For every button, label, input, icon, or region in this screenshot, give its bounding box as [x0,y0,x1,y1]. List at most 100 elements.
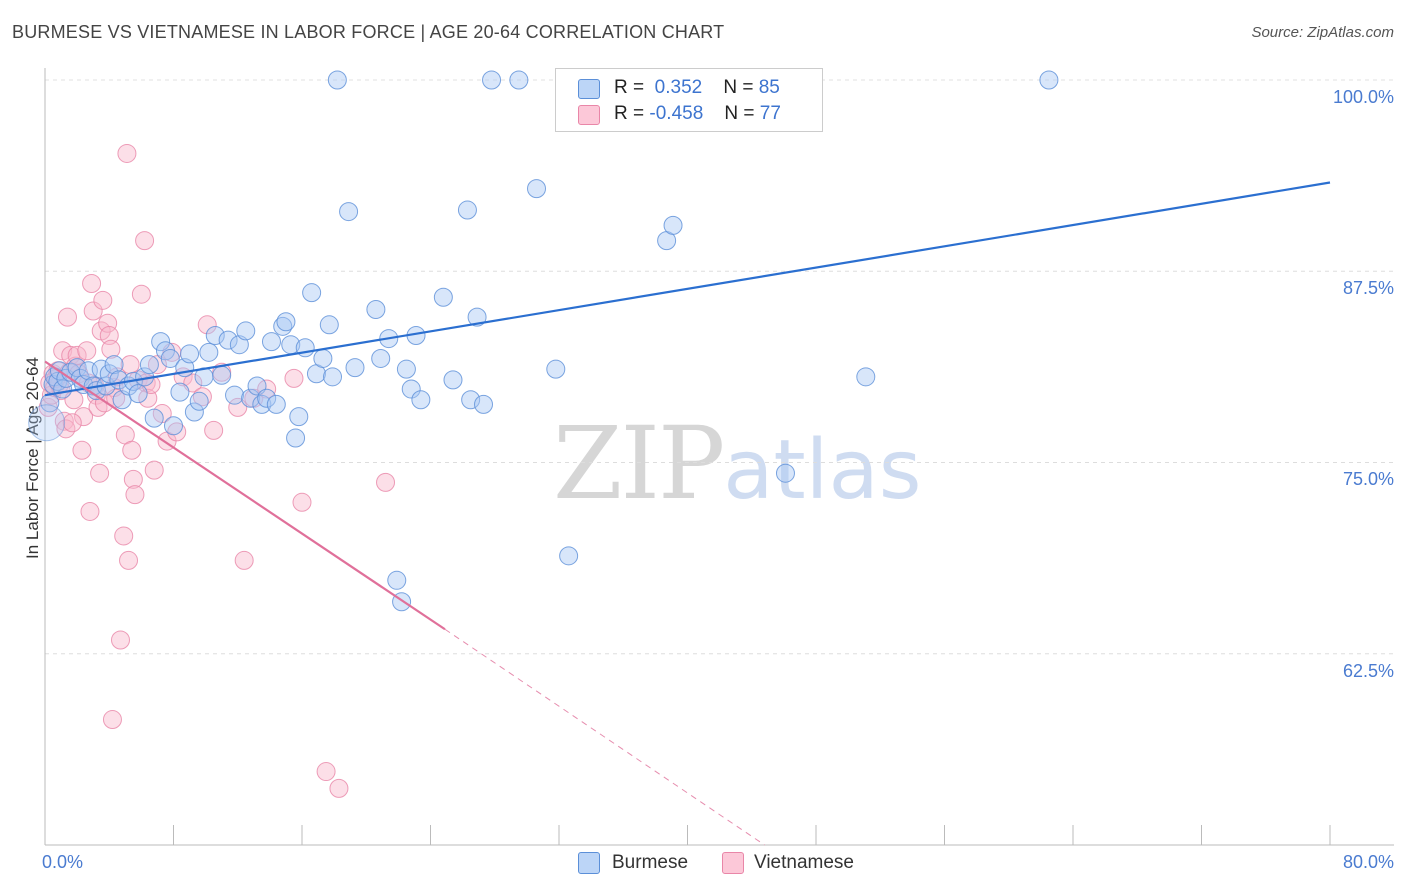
burmese-point [327,70,347,90]
burmese-point [1039,70,1059,90]
burmese-point [775,463,795,483]
vietnamese-point [228,397,248,417]
burmese-point [339,202,359,222]
burmese-point [212,365,232,385]
y-tick-label: 87.5% [1342,278,1394,298]
burmese-point [433,287,453,307]
burmese-point [225,385,245,405]
vietnamese-point [284,368,304,388]
burmese-point [28,404,66,442]
burmese-point [323,367,343,387]
burmese-point [509,70,529,90]
vietnamese-point [101,339,121,359]
burmese-point [461,390,481,410]
x-tick-label-max: 80.0% [1342,852,1394,872]
vietnamese-swatch [578,105,600,125]
chart-title: BURMESE VS VIETNAMESE IN LABOR FORCE | A… [12,22,725,42]
n-label: N = [723,77,754,98]
burmese-point [401,379,421,399]
burmese-point [180,344,200,364]
vietnamese-point [144,460,164,480]
legend-text: R = 0.352 N = 85 [614,77,780,99]
burmese-point [241,388,261,408]
burmese-point [457,200,477,220]
burmese-point [144,408,164,428]
burmese-swatch [578,852,600,874]
vietnamese-point [117,143,137,163]
vietnamese-point [62,413,82,433]
burmese-point [411,390,431,410]
watermark-atlas: atlas [723,423,922,518]
burmese-point [104,355,124,375]
burmese-point [160,348,180,368]
vietnamese-point [82,273,102,293]
burmese-point [257,388,277,408]
burmese-point [205,326,225,346]
vietnamese-point [119,550,139,570]
stats-legend: R = 0.352 N = 85 R = -0.458 N = 77 [555,68,823,132]
burmese-point [371,348,391,368]
burmese-point [319,315,339,335]
vietnamese-point [183,373,203,393]
burmese-point [286,428,306,448]
burmese-point [67,358,87,378]
zipatlas-watermark: ZIPatlas [553,405,921,522]
r-label: R = [614,77,645,98]
burmese-point [443,370,463,390]
burmese-point [261,332,281,352]
n-value: 85 [758,77,780,98]
legend-label: Burmese [612,852,689,873]
burmese-point [218,330,238,350]
burmese-point [289,407,309,427]
burmese-point [128,384,148,404]
vietnamese-point [102,710,122,730]
burmese-point [151,332,171,352]
n-value: 77 [759,103,781,124]
burmese-point [199,342,219,362]
burmese-point [266,394,286,414]
burmese-point [184,402,204,422]
vietnamese-point [234,550,254,570]
vietnamese-swatch [722,852,744,874]
burmese-point [559,546,579,566]
vietnamese-point [120,355,140,375]
burmese-point [345,358,365,378]
source-label: Source: ZipAtlas.com [1251,24,1394,41]
watermark-zip: ZIP [553,405,725,522]
vietnamese-trend-line [44,360,446,631]
vietnamese-point [83,301,103,321]
burmese-point [366,300,386,319]
burmese-point [139,355,159,375]
vietnamese-point [167,422,187,442]
burmese-point [663,215,683,235]
vietnamese-point [77,341,97,361]
vietnamese-point [131,284,151,304]
vietnamese-point [125,485,145,505]
vietnamese-point [329,778,349,798]
vietnamese-point [72,440,92,460]
burmese-point [313,348,333,368]
burmese-point [396,359,416,379]
vietnamese-point [80,501,100,521]
r-label: R = [614,103,645,124]
burmese-point [527,179,547,199]
vietnamese-point [98,313,118,333]
vietnamese-point [123,469,143,489]
burmese-trend-line [44,181,1331,397]
vietnamese-point [93,290,113,310]
vietnamese-point [90,463,110,483]
vietnamese-point [74,407,94,427]
burmese-point [276,312,296,332]
burmese-point [236,321,256,341]
legend-label: Vietnamese [754,852,854,873]
vietnamese-point [122,440,142,460]
burmese-point [99,364,119,384]
burmese-swatch [578,79,600,99]
legend-text: R = -0.458 N = 77 [614,103,781,125]
y-tick-label: 62.5% [1342,661,1394,681]
vietnamese-point [57,307,77,327]
x-tick-label-min: 0.0% [42,852,84,872]
vietnamese-trend-extension [444,628,765,846]
r-value: -0.458 [649,103,704,124]
